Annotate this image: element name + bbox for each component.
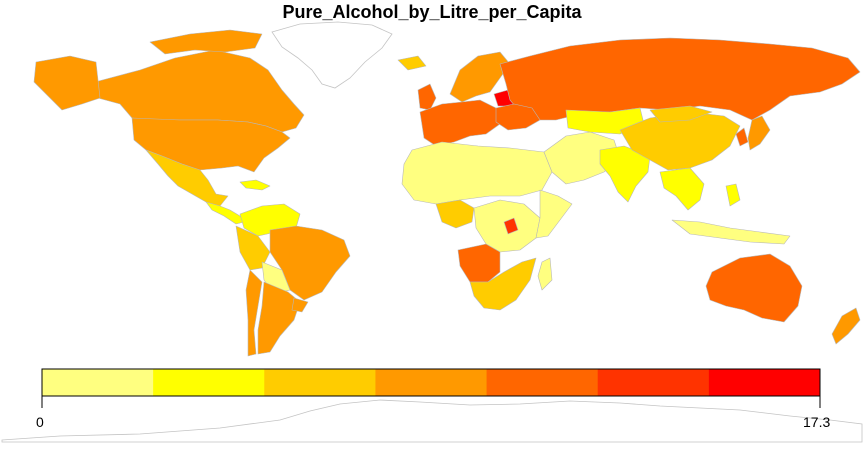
alaska (33, 55, 101, 111)
legend-color-bar (41, 368, 821, 397)
southeast-asia (659, 167, 705, 211)
madagascar (537, 257, 553, 291)
argentina (257, 281, 301, 355)
legend-swatch (264, 369, 376, 396)
korea (735, 127, 749, 147)
central-america (205, 201, 245, 225)
legend-swatch (153, 369, 265, 396)
legend-swatch (708, 369, 821, 396)
uruguay (291, 297, 309, 313)
legend-swatch (597, 369, 710, 396)
east-africa (535, 189, 573, 239)
greenland (271, 21, 393, 89)
north-africa (401, 141, 553, 205)
usa (131, 117, 291, 173)
new-zealand (831, 307, 861, 345)
caribbean (239, 179, 271, 191)
uganda (503, 217, 519, 235)
indonesia (671, 219, 791, 245)
western-europe (419, 99, 501, 147)
russia (499, 37, 861, 121)
brazil (269, 225, 351, 301)
australia (705, 253, 803, 323)
legend-max-label: 17.3 (803, 414, 831, 430)
peru (235, 225, 271, 271)
antarctica (1, 399, 863, 443)
map-title: Pure_Alcohol_by_Litre_per_Capita (282, 2, 582, 22)
canada-arctic-islands (149, 29, 263, 55)
japan (747, 115, 771, 151)
southern-africa (469, 257, 537, 311)
mongolia (649, 105, 713, 123)
legend-swatch (375, 369, 488, 396)
chile (245, 269, 263, 357)
iceland (397, 55, 427, 71)
legend-frame (41, 368, 821, 397)
legend-swatch (486, 369, 599, 396)
uk (417, 83, 437, 111)
legend-swatch (42, 369, 154, 396)
eastern-europe (495, 103, 541, 131)
legend-min-label: 0 (36, 414, 44, 430)
west-africa (435, 199, 475, 229)
mexico (145, 149, 229, 207)
angola (457, 243, 501, 283)
philippines (725, 183, 741, 207)
